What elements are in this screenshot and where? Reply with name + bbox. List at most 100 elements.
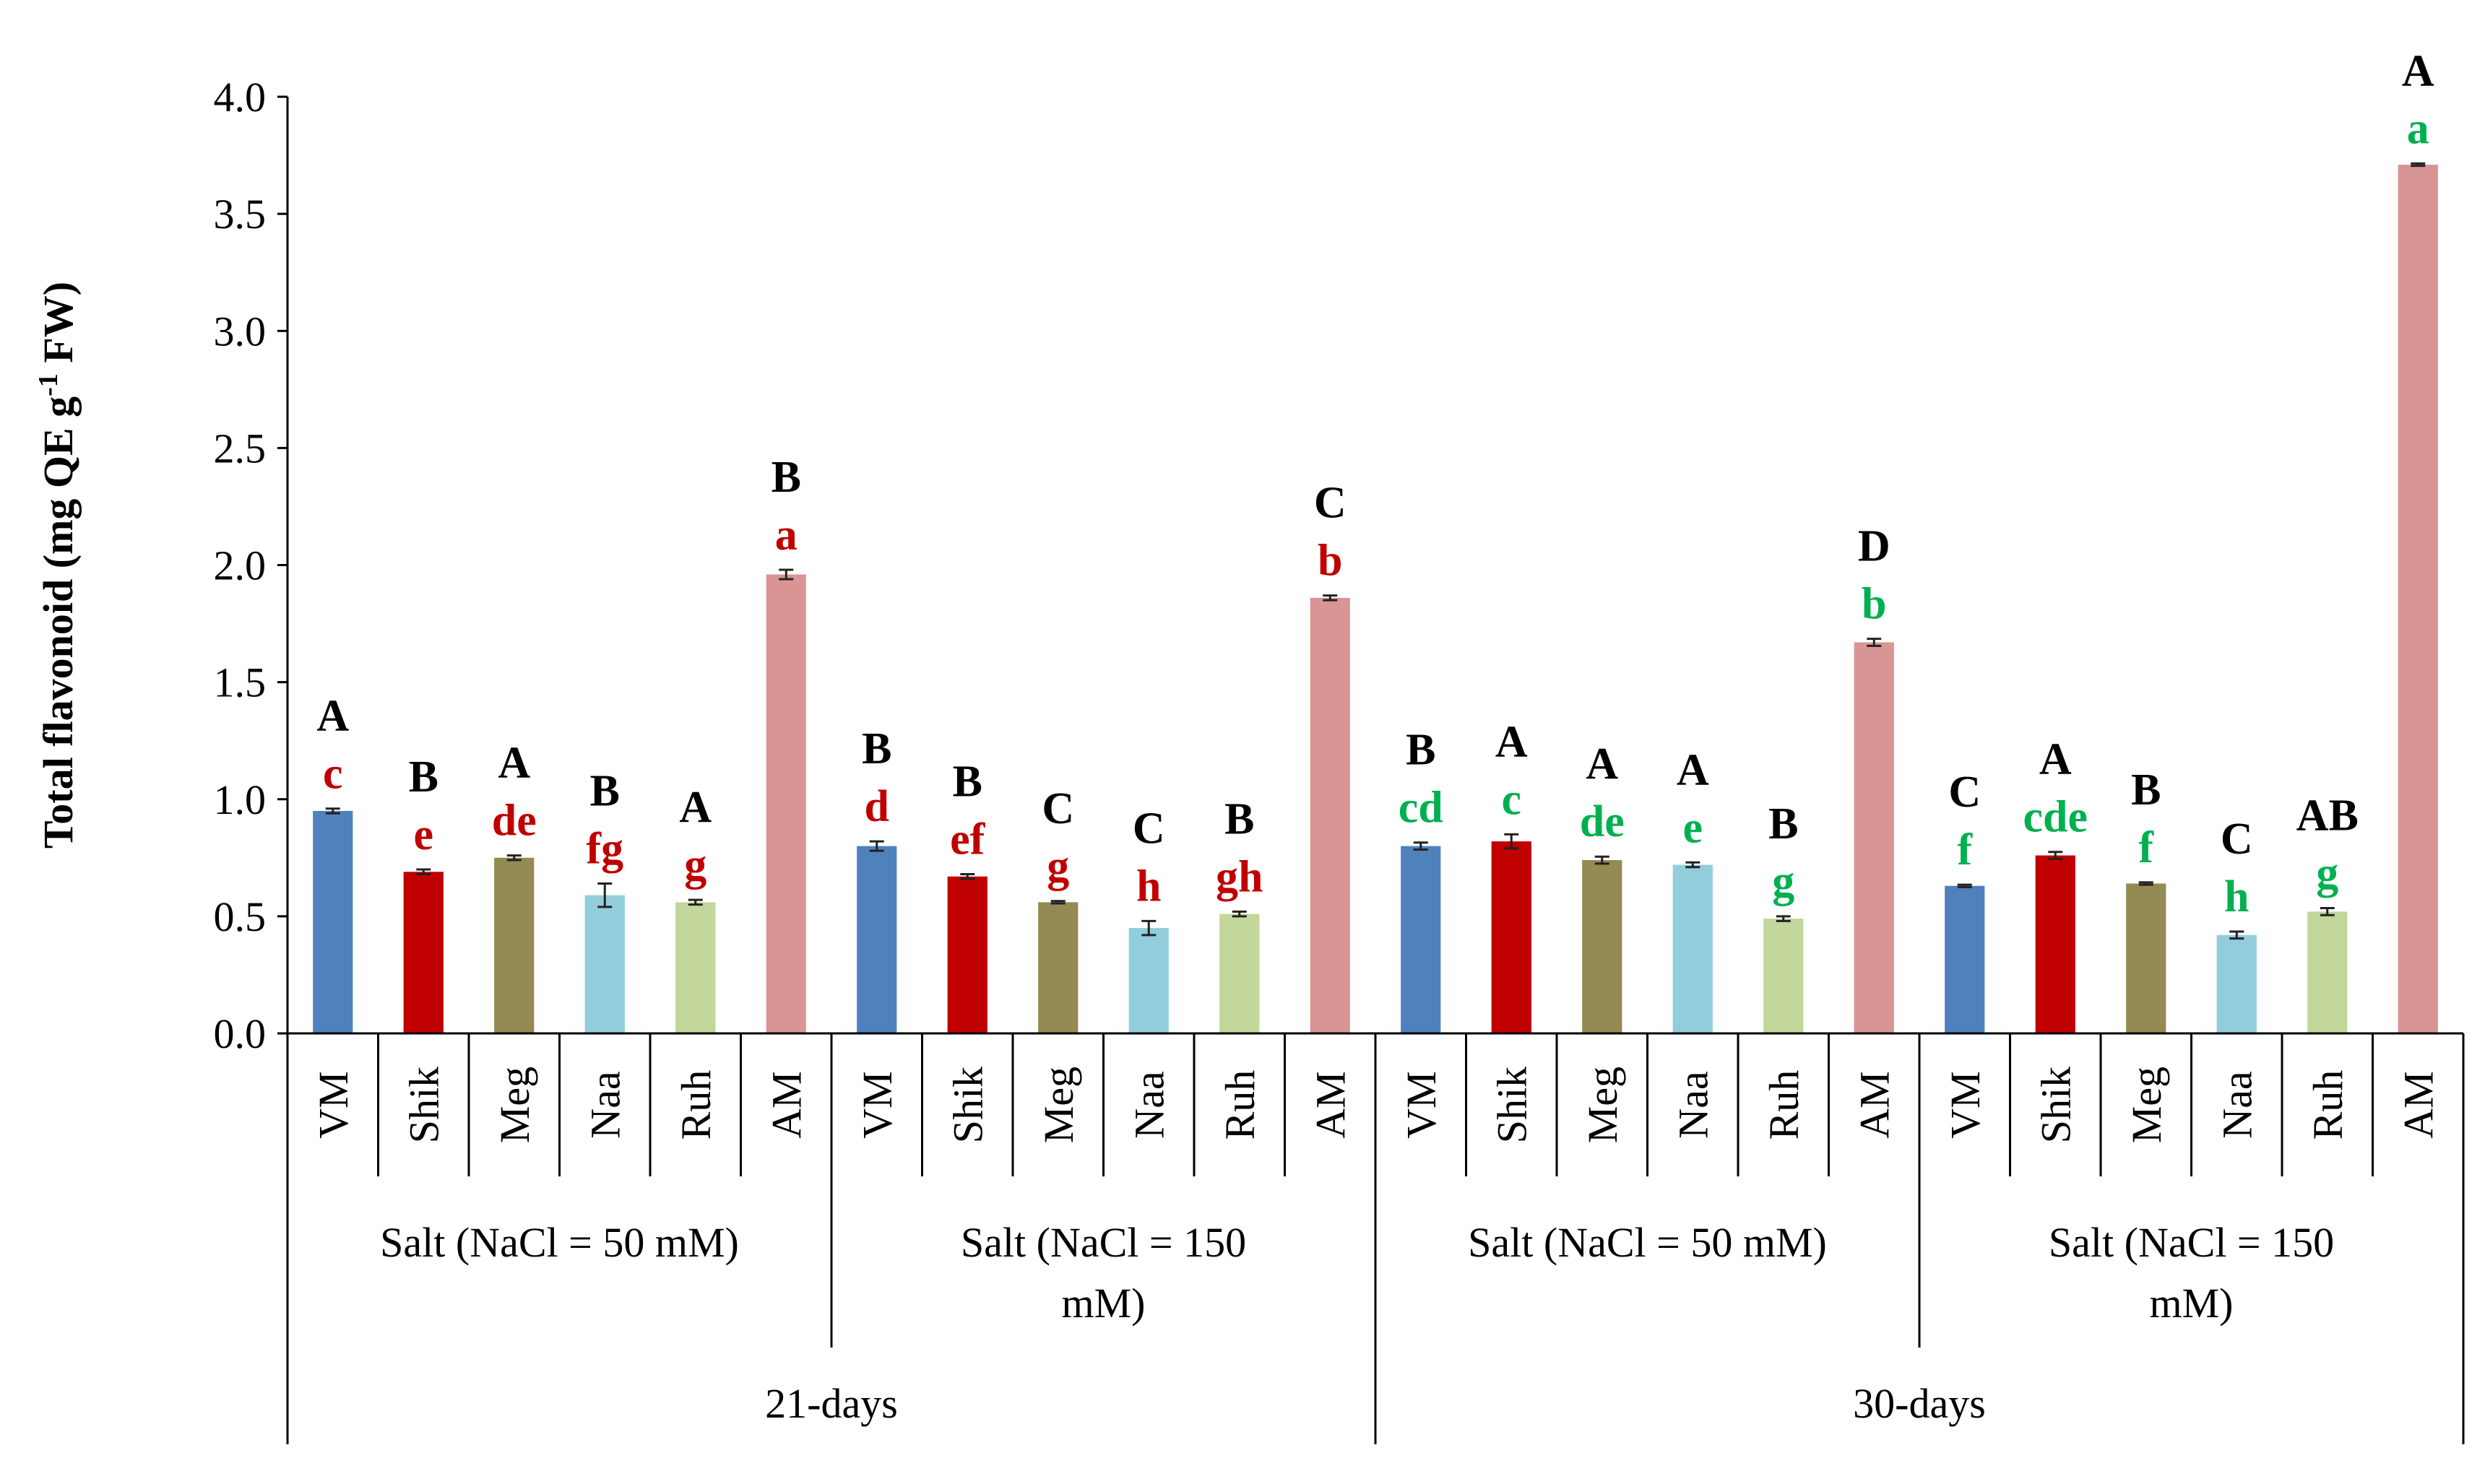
lower-significance-letter: b (1318, 537, 1342, 586)
y-tick-label: 1.5 (214, 659, 267, 706)
category-label: AM (763, 1071, 810, 1138)
category-label: Naa (1669, 1071, 1716, 1138)
bar (584, 895, 625, 1033)
category-label: VM (1942, 1071, 1989, 1138)
category-label: Naa (582, 1071, 628, 1138)
period-label: 21-days (765, 1380, 898, 1427)
lower-significance-letter: d (865, 782, 889, 831)
category-label: Naa (2213, 1071, 2260, 1138)
upper-significance-letter: C (1948, 768, 1981, 817)
lower-significance-letter: h (2224, 872, 2249, 921)
y-tick-label: 2.0 (214, 542, 267, 589)
significance-letters: cAeBdeAfgBgAaBdBefBgChCghBbCcdBcAdeAeAgB… (316, 46, 2434, 921)
category-label: Ruh (673, 1070, 719, 1140)
bar (494, 857, 535, 1033)
lower-significance-letter: a (2407, 104, 2429, 153)
upper-significance-letter: B (1224, 794, 1254, 843)
lower-significance-letter: cde (2023, 793, 2088, 842)
category-label: Ruh (1760, 1070, 1807, 1140)
upper-significance-letter: B (1406, 726, 1435, 775)
lower-significance-letter: e (1682, 803, 1703, 852)
lower-significance-letter: g (1047, 842, 1069, 891)
lower-significance-letter: c (323, 750, 343, 799)
bar (1854, 642, 1894, 1033)
category-label: VM (854, 1071, 901, 1138)
lower-significance-letter: h (1136, 862, 1161, 911)
upper-significance-letter: B (953, 758, 982, 807)
category-label: Meg (1579, 1067, 1626, 1143)
bar (1763, 919, 1804, 1033)
category-label: AM (2395, 1071, 2442, 1138)
category-label: Shik (1488, 1067, 1535, 1143)
category-label: Ruh (1216, 1070, 1263, 1140)
bar (2307, 911, 2348, 1033)
bar (947, 876, 987, 1033)
bar (675, 902, 716, 1033)
bar (1310, 597, 1350, 1033)
upper-significance-letter: A (2039, 735, 2072, 784)
bar (1038, 902, 1079, 1033)
treatment-group-label: mM) (1062, 1280, 1146, 1327)
upper-significance-letter: A (316, 692, 349, 741)
bar (403, 872, 444, 1033)
treatment-group-label: Salt (NaCl = 50 mM) (380, 1219, 739, 1266)
upper-significance-letter: A (2402, 46, 2434, 95)
upper-significance-letter: B (862, 724, 891, 773)
upper-significance-letter: C (1133, 804, 1165, 853)
bar (1401, 846, 1441, 1033)
treatment-group-label: mM) (2150, 1280, 2234, 1327)
upper-significance-letter: D (1858, 522, 1890, 571)
category-label: Meg (2123, 1067, 2170, 1143)
category-label: AM (1307, 1071, 1354, 1138)
bars (313, 162, 2438, 1034)
upper-significance-letter: B (1768, 799, 1798, 849)
upper-significance-letter: A (679, 783, 712, 832)
category-label: Meg (491, 1067, 538, 1143)
lower-significance-letter: de (1580, 797, 1625, 846)
treatment-group-label: Salt (NaCl = 150 (961, 1219, 1246, 1266)
lower-significance-letter: ef (950, 815, 986, 864)
y-axis: 0.0 0.5 1.0 1.5 2.0 2.5 3.0 3.5 4.0 (214, 74, 289, 1057)
category-label: Shik (400, 1067, 447, 1143)
lower-significance-letter: cd (1399, 784, 1443, 833)
upper-significance-letter: B (409, 752, 438, 802)
upper-significance-letter: A (498, 739, 530, 788)
lower-significance-letter: a (775, 511, 798, 560)
y-tick-label: 2.5 (214, 425, 267, 472)
category-label: Shik (2032, 1067, 2079, 1143)
y-tick-label: 1.0 (214, 776, 267, 823)
upper-significance-letter: C (1042, 784, 1074, 833)
bar (2398, 165, 2438, 1034)
upper-significance-letter: B (590, 766, 620, 815)
bar (2216, 934, 2257, 1033)
category-label: Meg (1035, 1067, 1082, 1143)
lower-significance-letter: de (492, 797, 537, 846)
category-label: Naa (1125, 1071, 1172, 1138)
y-tick-label: 4.0 (214, 74, 267, 121)
bar (857, 846, 897, 1033)
upper-significance-letter: C (2221, 815, 2253, 864)
upper-significance-letter: A (1586, 739, 1618, 789)
category-label: Ruh (2304, 1070, 2351, 1140)
upper-significance-letter: A (1677, 745, 1709, 794)
lower-significance-letter: f (1957, 825, 1973, 875)
lower-significance-letter: b (1862, 580, 1886, 629)
lower-significance-letter: g (2316, 849, 2338, 898)
treatment-group-label: Salt (NaCl = 50 mM) (1468, 1219, 1827, 1266)
upper-significance-letter: AB (2296, 791, 2359, 841)
period-label: 30-days (1853, 1380, 1986, 1427)
y-tick-label: 3.5 (214, 191, 267, 238)
bar (1491, 841, 1531, 1033)
upper-significance-letter: C (1314, 479, 1347, 528)
upper-significance-letter: B (2131, 765, 2161, 815)
bar (766, 574, 806, 1033)
lower-significance-letter: g (1772, 857, 1794, 906)
lower-significance-letter: fg (586, 824, 623, 873)
bar (313, 810, 353, 1033)
category-label: VM (1398, 1071, 1445, 1138)
y-tick-label: 3.0 (214, 308, 267, 355)
upper-significance-letter: B (772, 453, 801, 502)
bar (1128, 928, 1169, 1033)
lower-significance-letter: gh (1216, 852, 1263, 901)
